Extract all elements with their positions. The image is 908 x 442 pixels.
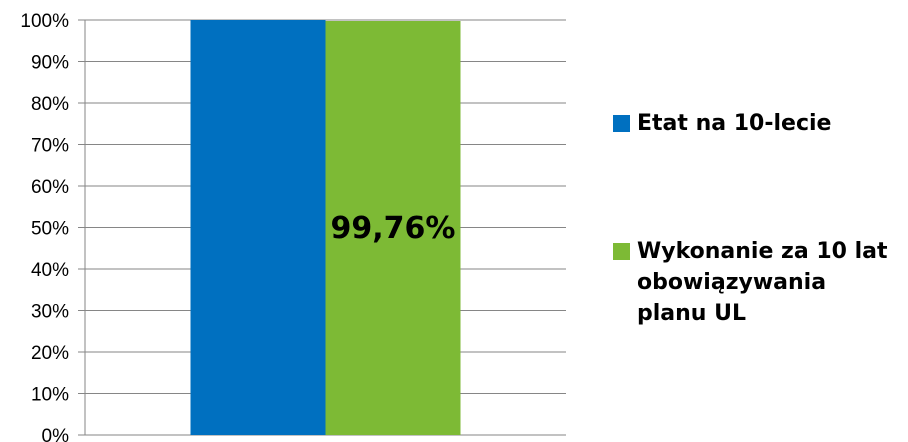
bar-wykonanie <box>325 20 461 435</box>
y-tick-label: 0% <box>42 426 70 442</box>
y-tick-label: 60% <box>31 177 69 198</box>
data-labels: 99,76% <box>331 211 456 246</box>
y-tick-label: 100% <box>20 11 69 32</box>
legend-swatch-wykonanie <box>613 243 630 260</box>
y-tick-label: 90% <box>31 53 69 74</box>
legend-item-wykonanie: Wykonanie za 10 lat obowiązywania planu … <box>613 236 888 329</box>
data-label: 99,76% <box>331 211 456 246</box>
y-tick-label: 30% <box>31 302 69 323</box>
legend-label-wykonanie: Wykonanie za 10 lat obowiązywania planu … <box>637 239 888 326</box>
y-axis-tick-labels: 0% 10% 20% 30% 40% 50% 60% 70% 80% 90% 100% <box>20 11 69 442</box>
y-tick-label: 50% <box>31 219 69 240</box>
y-tick-label: 20% <box>31 343 69 364</box>
y-tick-label: 40% <box>31 260 69 281</box>
bars <box>190 20 461 435</box>
legend-swatch-etat <box>613 115 630 132</box>
bar-etat <box>190 20 326 435</box>
y-tick-label: 70% <box>31 136 69 157</box>
y-tick-label: 80% <box>31 94 69 115</box>
y-tick-label: 10% <box>31 385 69 406</box>
legend-item-etat: Etat na 10-lecie <box>613 108 831 139</box>
legend-label-etat: Etat na 10-lecie <box>637 111 832 136</box>
